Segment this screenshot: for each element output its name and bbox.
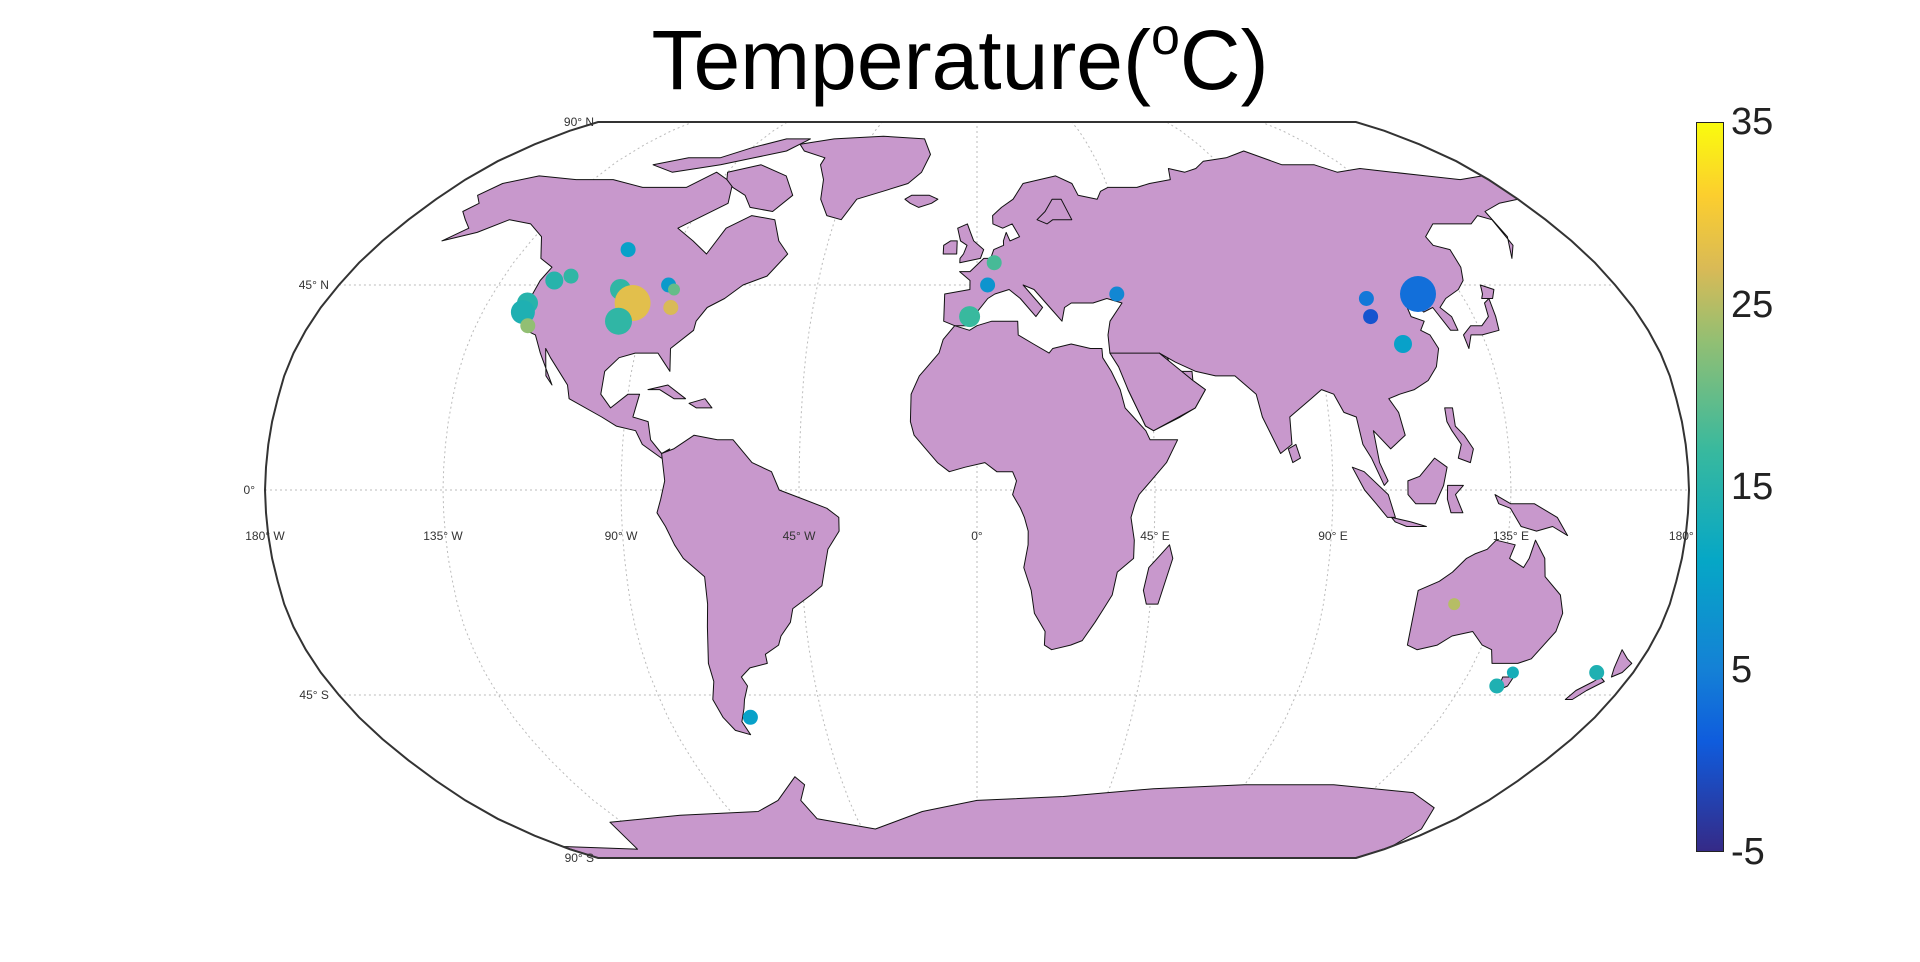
- temperature-point: [605, 307, 632, 335]
- temperature-point: [980, 277, 996, 293]
- lat-label: 45° N: [299, 278, 329, 292]
- land-sri-lanka: [1287, 443, 1301, 464]
- lon-label: 45° W: [783, 529, 816, 543]
- latitude-labels: 90° N 45° N 0° 45° S 90° S: [244, 115, 595, 865]
- lon-label: 0°: [971, 529, 983, 543]
- land-philippines: [1444, 407, 1474, 464]
- land-hokkaido: [1479, 284, 1495, 299]
- lat-label: 90° S: [565, 851, 594, 865]
- land-madagascar: [1142, 544, 1174, 605]
- land-new-zealand-n: [1610, 649, 1633, 678]
- colorbar-tick-label: 35: [1731, 101, 1774, 143]
- land-ireland: [942, 240, 958, 255]
- colorbar-tick-label: 5: [1731, 648, 1753, 691]
- land-hispaniola: [688, 398, 713, 409]
- land-iceland: [904, 194, 939, 208]
- landmass: [441, 135, 1633, 859]
- land-sulawesi: [1446, 484, 1464, 514]
- land-sumatra: [1351, 466, 1396, 518]
- title-text: Temperature(: [651, 13, 1151, 107]
- lon-label: 90° W: [605, 529, 638, 543]
- lat-label: 45° S: [299, 688, 328, 702]
- chart-title: Temperature(oC): [0, 8, 1920, 109]
- lon-label: 135° W: [423, 529, 463, 543]
- land-south-america: [656, 434, 840, 736]
- land-baffin: [726, 164, 794, 212]
- temperature-point: [510, 300, 535, 325]
- temperature-point: [1589, 665, 1605, 680]
- land-borneo: [1407, 457, 1448, 505]
- temperature-markers: [510, 242, 1605, 725]
- temperature-point: [563, 268, 579, 284]
- lon-label: 180° W: [245, 529, 285, 543]
- temperature-point: [1109, 286, 1125, 302]
- land-antarctica: [562, 776, 1435, 859]
- temperature-point: [1400, 276, 1436, 312]
- land-java: [1391, 516, 1427, 527]
- graticule: [265, 121, 1689, 859]
- temperature-point: [520, 318, 536, 334]
- land-new-guinea: [1494, 494, 1569, 537]
- temperature-point: [668, 283, 680, 296]
- land-japan: [1463, 298, 1500, 349]
- lon-label: 90° E: [1318, 529, 1347, 543]
- lon-label: 135° E: [1493, 529, 1529, 543]
- map-frame: [263, 121, 1691, 859]
- colorbar-tick-label: -5: [1731, 831, 1765, 873]
- longitude-labels: 180° W 135° W 90° W 45° W 0° 45° E 90° E 135° E…: [245, 529, 1705, 543]
- temperature-point: [1489, 678, 1505, 694]
- temperature-point: [663, 300, 679, 315]
- land-britain: [957, 223, 985, 264]
- land-cuba: [647, 384, 687, 400]
- colorbar: [1696, 122, 1724, 852]
- land-australia: [1406, 539, 1564, 664]
- colorbar-tick-label: 15: [1731, 466, 1774, 508]
- lon-label: 45° E: [1140, 529, 1169, 543]
- temperature-point: [620, 242, 636, 258]
- lat-label: 0°: [244, 483, 256, 497]
- temperature-point: [1358, 291, 1374, 306]
- colorbar-tick-label: 25: [1731, 283, 1774, 326]
- temperature-point: [1506, 666, 1519, 679]
- land-scandinavia-ext: [1036, 198, 1073, 225]
- temperature-point: [959, 306, 981, 328]
- temperature-point: [1394, 335, 1412, 353]
- land-arctic-islands: [652, 138, 811, 173]
- land-africa: [909, 320, 1179, 651]
- land-new-zealand-s: [1564, 676, 1605, 700]
- temperature-point: [1363, 309, 1379, 325]
- title-tail: C): [1179, 13, 1269, 107]
- title-degree-sup: o: [1150, 8, 1180, 66]
- land-arabia-fill: [1109, 352, 1206, 432]
- temperature-point: [1448, 598, 1461, 611]
- temperature-point: [742, 709, 758, 725]
- temperature-point: [986, 255, 1002, 271]
- lat-label: 90° N: [564, 115, 594, 129]
- temperature-point: [545, 271, 564, 290]
- meridian-line: [798, 121, 883, 859]
- land-greenland: [799, 135, 931, 221]
